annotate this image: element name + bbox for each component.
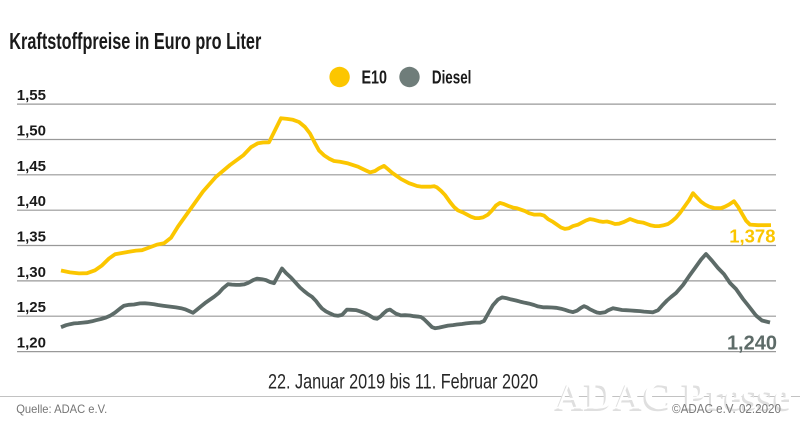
svg-text:1,25: 1,25 — [17, 299, 46, 316]
svg-text:1,20: 1,20 — [17, 335, 46, 352]
svg-text:22. Januar 2019 bis 11. Februa: 22. Januar 2019 bis 11. Februar 2020 — [268, 370, 538, 394]
svg-text:Quelle: ADAC e.V.: Quelle: ADAC e.V. — [16, 402, 107, 416]
svg-text:1,35: 1,35 — [17, 229, 46, 246]
svg-text:Kraftstoffpreise in Euro pro L: Kraftstoffpreise in Euro pro Liter — [9, 28, 261, 54]
svg-text:ADAC Presse: ADAC Presse — [554, 377, 790, 420]
svg-text:E10: E10 — [362, 67, 388, 88]
svg-text:1,378: 1,378 — [729, 226, 775, 247]
svg-text:1,55: 1,55 — [17, 87, 46, 104]
svg-text:1,240: 1,240 — [727, 333, 777, 355]
svg-text:1,30: 1,30 — [17, 264, 46, 281]
svg-text:©ADAC e.V. 02.2020: ©ADAC e.V. 02.2020 — [672, 402, 781, 416]
svg-text:ADAC Presse: ADAC Presse — [556, 375, 792, 418]
svg-text:1,50: 1,50 — [17, 123, 46, 140]
svg-text:Diesel: Diesel — [432, 67, 472, 88]
svg-text:1,45: 1,45 — [17, 158, 46, 175]
svg-text:1,40: 1,40 — [17, 193, 46, 210]
